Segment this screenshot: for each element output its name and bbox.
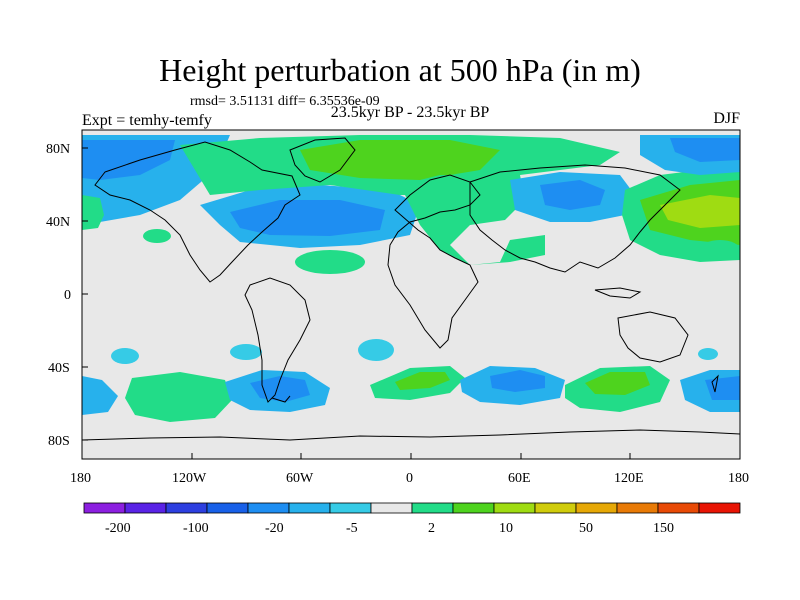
lat-tick-label: 0 [64,288,71,303]
colorbar-swatch [288,502,331,514]
colorbar-swatch [411,502,454,514]
lon-axis: 180 120W 60W 0 60E 120E 180 [70,453,749,486]
colorbar-label: -200 [105,521,131,536]
contour-negative-s-3 [358,339,394,361]
contour-positive-small-2 [295,250,365,274]
colorbar-swatch [83,502,126,514]
contour-negative-s-4 [698,348,718,360]
lon-tick-label: 120W [172,471,207,486]
colorbar-swatch [616,502,659,514]
colorbar-label: 50 [579,521,593,536]
colorbar-swatch [452,502,495,514]
lat-tick-label: 40S [48,361,70,376]
contour-positive-s-2-inner [395,372,450,390]
colorbar-swatch [370,502,413,514]
contour-negative-siberia-inner [540,180,605,210]
lon-tick-label: 180 [728,471,749,486]
colorbar-swatch [329,502,372,514]
colorbar-label: 10 [499,521,513,536]
contour-negative-s-5-inner [250,376,310,402]
colorbar-labels: -200 -100 -20 -5 2 10 50 150 [105,521,674,536]
colorbar-swatch [493,502,536,514]
lat-tick-label: 40N [46,215,70,230]
contour-positive-s-1 [125,372,232,422]
lon-tick-label: 0 [406,471,413,486]
colorbar-label: 2 [428,521,435,536]
contour-positive-nwpacific-core [660,195,740,228]
contour-map [82,130,740,459]
period-label: 23.5kyr BP - 23.5kyr BP [330,104,490,121]
colorbar-swatch [165,502,208,514]
contour-negative-s-left [82,376,118,415]
colorbar-label: -5 [346,521,358,536]
contour-positive-s-3-inner [585,372,650,395]
contour-negative-s-1 [111,348,139,364]
colorbar-swatch [657,502,700,514]
contour-negative-natlantic-inner [230,200,385,236]
colorbar [83,502,741,514]
coastlines [82,137,740,441]
plot-title: Height perturbation at 500 hPa (in m) [159,52,641,88]
contour-negative-nepacific-inner [670,138,740,162]
contour-negative-s-right-inner [705,376,740,400]
contour-negative-npacific-inner [82,140,175,180]
contour-positive-small-1 [143,229,171,243]
lon-tick-label: 60W [286,471,314,486]
colorbar-label: 150 [653,521,674,536]
contour-negative-s-6-inner [490,370,545,392]
contour-positive-eurasia [400,175,545,265]
lon-tick-label: 180 [70,471,91,486]
colorbar-label: -100 [183,521,209,536]
colorbar-swatch [534,502,577,514]
lon-tick-label: 120E [614,471,644,486]
contour-positive-arctic-inner [300,140,500,180]
colorbar-swatch [247,502,290,514]
colorbar-swatch [698,502,741,514]
colorbar-swatch [124,502,167,514]
colorbar-label: -20 [265,521,284,536]
lat-tick-label: 80S [48,434,70,449]
contour-negative-s-2 [230,344,262,360]
rmsd-diff-label: rmsd= 3.51131 diff= 6.35536e-09 [190,94,380,109]
experiment-label: Expt = temhy-temfy [82,112,212,129]
lat-axis: 80N 40N 0 40S 80S [46,142,88,449]
lat-tick-label: 80N [46,142,70,157]
season-label: DJF [713,110,740,127]
contour-positive-small-3 [700,240,740,260]
colorbar-swatch [575,502,618,514]
colorbar-swatch [206,502,249,514]
lon-tick-label: 60E [508,471,531,486]
